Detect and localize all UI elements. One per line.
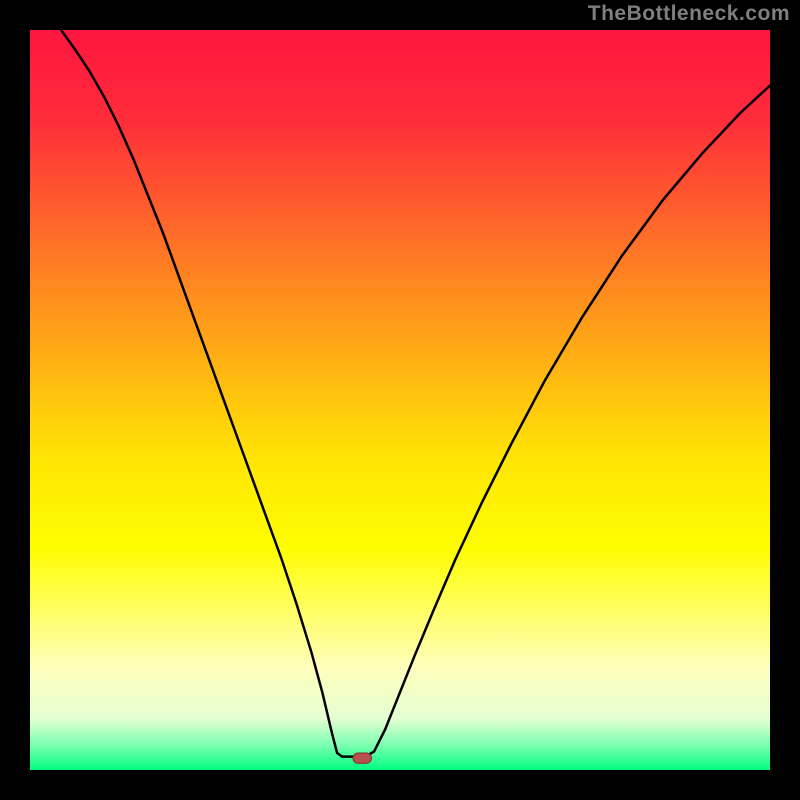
watermark-text: TheBottleneck.com [588, 2, 790, 26]
bottleneck-chart [0, 0, 800, 800]
minimum-marker [353, 753, 372, 763]
plot-background [30, 30, 770, 770]
